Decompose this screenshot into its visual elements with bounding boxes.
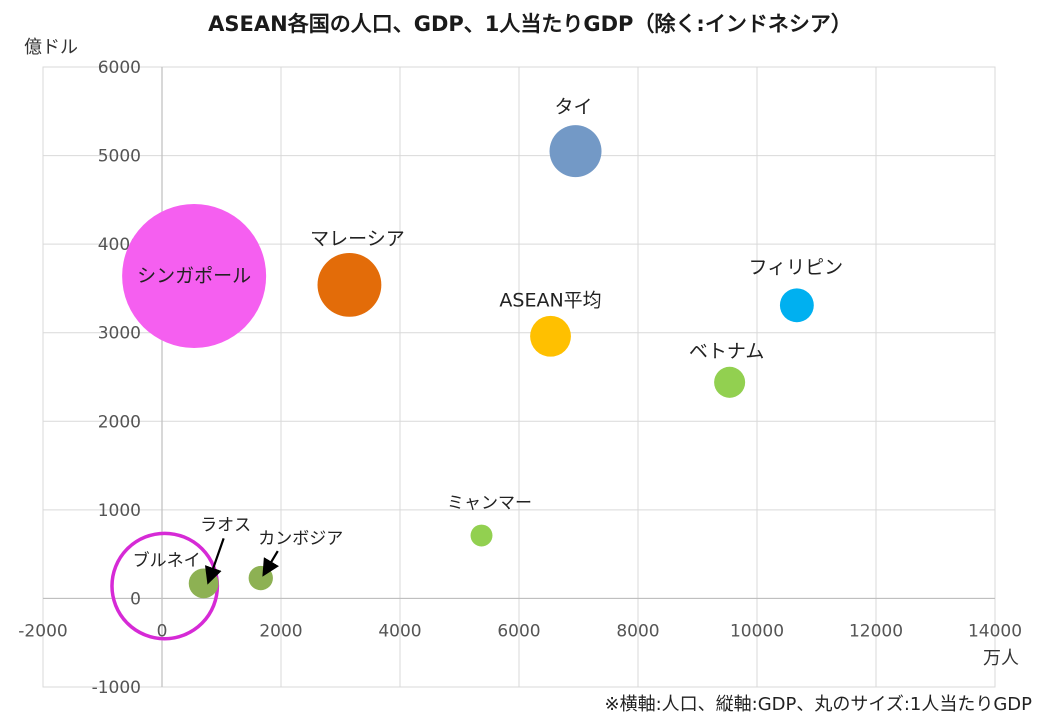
x-tick-label: 0 [157,621,168,641]
label-ラオス: ラオス [200,515,251,535]
y-axis-unit: 億ドル [24,37,78,58]
x-tick-label: 6000 [497,621,540,641]
x-tick-label: 8000 [616,621,659,641]
bubble-カンボジア [248,565,273,591]
x-axis-unit: 万人 [983,648,1019,669]
arrow-laos [204,538,225,585]
y-tick-label: -1000 [92,678,141,698]
y-tick-label: 5000 [98,147,141,167]
label-ブルネイ: ブルネイ [133,550,201,571]
chart-title: ASEAN各国の人口、GDP、1人当たりGDP（除く:インドネシア） [208,12,852,36]
grid [42,66,996,688]
y-tick-label: 6000 [98,58,141,78]
tick-labels: -2000 0 2000 4000 6000 8000 10000 12000 14000-10… [18,58,1022,698]
bubble-シンガポール [122,204,267,349]
label-ASEAN平均: ASEAN平均 [499,289,601,311]
bubble-ASEAN平均 [530,315,571,357]
label-ミャンマー: ミャンマー [447,494,532,514]
axes [43,67,995,687]
y-tick-label: 1000 [98,501,141,521]
x-tick-label: 14000 [968,621,1022,641]
bubble-ミャンマー [470,524,493,547]
bubbles [110,125,814,641]
x-tick-label: 12000 [849,621,903,641]
label-シンガポール: シンガポール [137,265,251,287]
chart-note: ※横軸:人口、縦軸:GDP、丸のサイズ:1人当たりGDP [604,694,1032,715]
bubble-タイ [549,125,602,178]
bubble-マレーシア [317,252,382,317]
y-tick-label: 0 [130,589,141,609]
label-カンボジア: カンボジア [258,529,343,549]
bubble-labels: シンガポール マレーシア タイ ASEAN平均 フィリピンベトナムミャンマーラオスカンボ… [133,96,844,585]
bubble-ベトナム [714,366,746,398]
bubble-フィリピン [779,288,814,323]
x-tick-label: 4000 [378,621,421,641]
bubble-ラオス [188,568,219,599]
arrow-cambodia [262,550,279,577]
x-tick-label: 2000 [259,621,302,641]
y-tick-label: 2000 [98,412,141,432]
y-tick-label: 3000 [98,324,141,344]
label-ベトナム: ベトナム [689,340,764,362]
label-タイ: タイ [555,96,593,118]
x-tick-label: 10000 [730,621,784,641]
x-tick-label: -2000 [18,621,67,641]
label-フィリピン: フィリピン [749,256,844,278]
label-マレーシア: マレーシア [310,228,405,250]
